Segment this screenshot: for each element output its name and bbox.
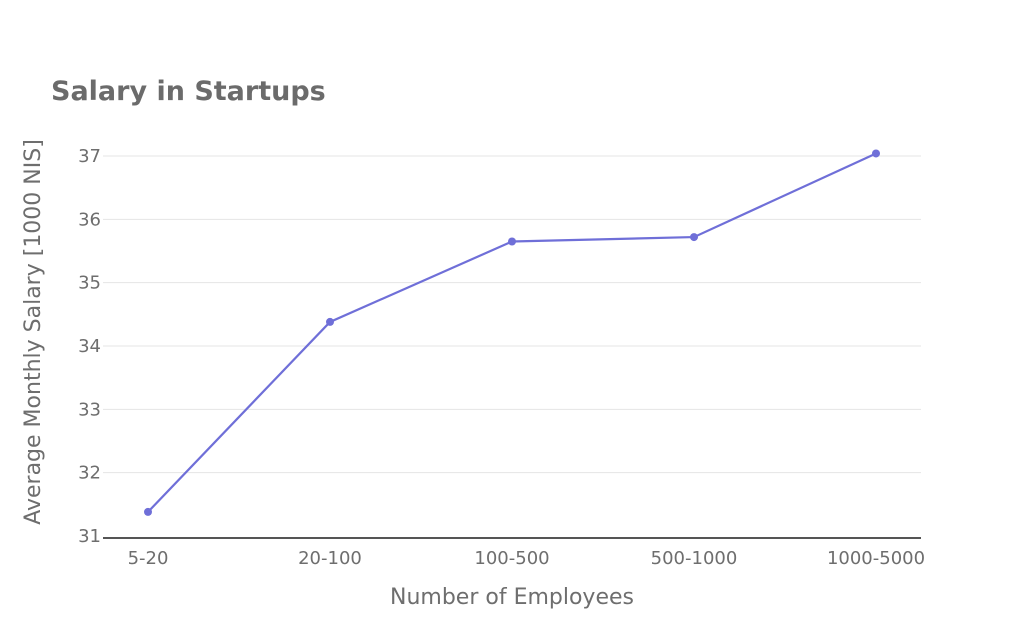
x-tick-label: 1000-5000 bbox=[827, 548, 925, 569]
x-axis-ticks: 5-20 20-100 100-500 500-1000 1000-5000 bbox=[128, 548, 925, 569]
data-point[interactable] bbox=[144, 507, 152, 516]
y-tick-label: 37 bbox=[78, 146, 101, 167]
y-axis-ticks: 31 32 33 34 35 36 37 bbox=[78, 146, 101, 547]
x-tick-label: 100-500 bbox=[474, 548, 549, 569]
data-point[interactable] bbox=[690, 233, 698, 242]
y-tick-label: 36 bbox=[78, 209, 101, 230]
data-point[interactable] bbox=[326, 317, 334, 326]
data-point[interactable] bbox=[508, 237, 516, 246]
y-tick-label: 33 bbox=[78, 399, 101, 420]
y-tick-label: 35 bbox=[78, 273, 101, 294]
y-axis-title: Average Monthly Salary [1000 NIS] bbox=[21, 139, 46, 525]
chart-title: Salary in Startups bbox=[51, 76, 326, 107]
y-tick-label: 32 bbox=[78, 463, 101, 484]
x-tick-label: 500-1000 bbox=[651, 548, 738, 569]
grid-layer bbox=[103, 155, 921, 474]
x-axis-title: Number of Employees bbox=[390, 585, 634, 610]
data-point[interactable] bbox=[872, 149, 880, 158]
y-tick-label: 34 bbox=[78, 336, 101, 357]
x-tick-label: 20-100 bbox=[298, 548, 362, 569]
y-tick-label: 31 bbox=[78, 526, 101, 547]
series-line bbox=[147, 152, 877, 513]
series-layer bbox=[144, 149, 880, 516]
x-tick-label: 5-20 bbox=[128, 548, 169, 569]
